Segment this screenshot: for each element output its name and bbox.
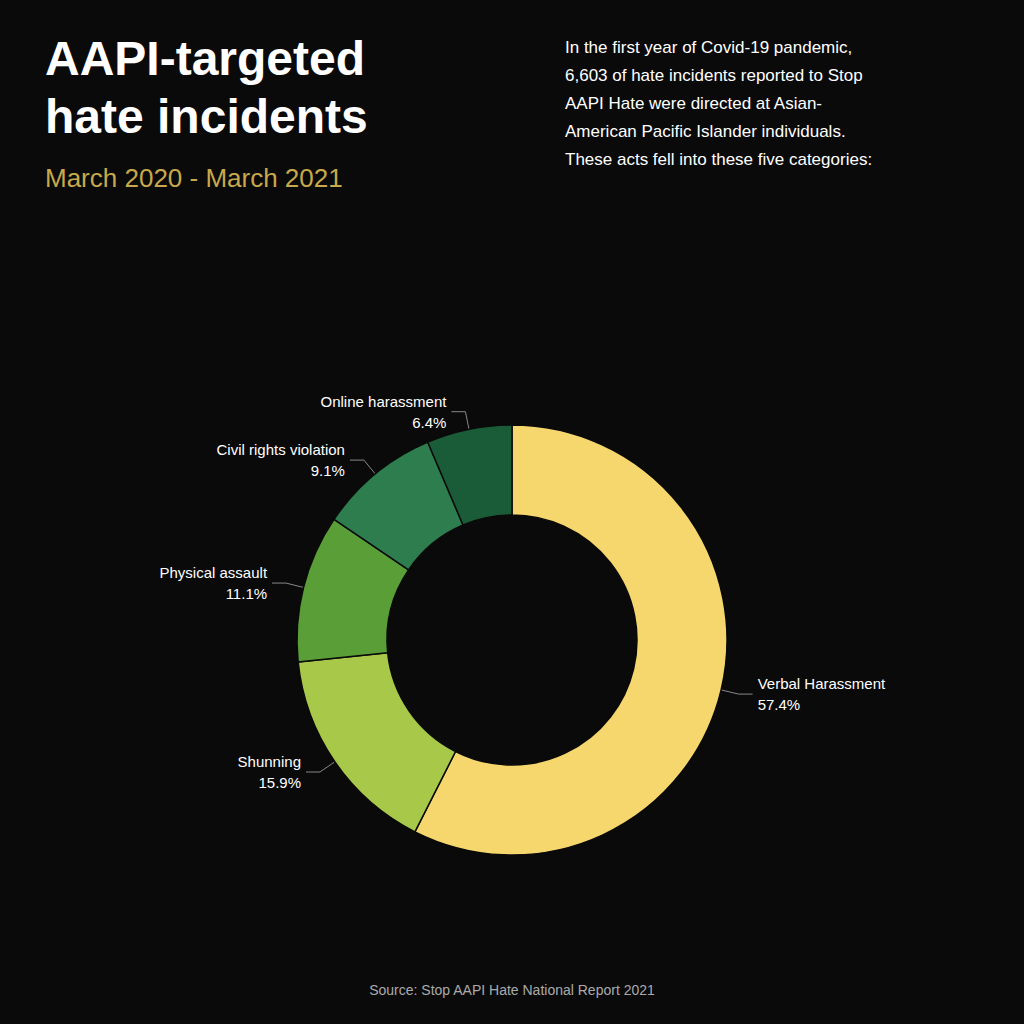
- svg-text:15.9%: 15.9%: [258, 774, 301, 791]
- svg-text:AAPI Hate were directed at Asi: AAPI Hate were directed at Asian-: [565, 94, 822, 113]
- svg-text:AAPI-targeted: AAPI-targeted: [45, 32, 365, 85]
- svg-text:Online harassment: Online harassment: [321, 393, 448, 410]
- svg-text:11.1%: 11.1%: [226, 585, 267, 602]
- svg-text:hate incidents: hate incidents: [45, 90, 368, 143]
- svg-text:Shunning: Shunning: [238, 753, 301, 770]
- svg-text:Verbal Harassment: Verbal Harassment: [758, 675, 886, 692]
- svg-text:Physical assault: Physical assault: [160, 564, 268, 581]
- svg-text:9.1%: 9.1%: [311, 462, 345, 479]
- svg-text:6.4%: 6.4%: [412, 414, 446, 431]
- svg-text:American Pacific Islander indi: American Pacific Islander individuals.: [565, 122, 846, 141]
- svg-text:57.4%: 57.4%: [758, 696, 801, 713]
- svg-text:Source: Stop AAPI Hate Nationa: Source: Stop AAPI Hate National Report 2…: [369, 982, 655, 998]
- svg-text:March 2020 - March 2021: March 2020 - March 2021: [45, 163, 343, 193]
- svg-text:In the first year of Covid-19: In the first year of Covid-19 pandemic,: [565, 38, 852, 57]
- svg-text:Civil rights violation: Civil rights violation: [217, 441, 345, 458]
- svg-text:6,603 of hate incidents report: 6,603 of hate incidents reported to Stop: [565, 66, 863, 85]
- svg-text:These acts fell into these fiv: These acts fell into these five categori…: [565, 150, 872, 169]
